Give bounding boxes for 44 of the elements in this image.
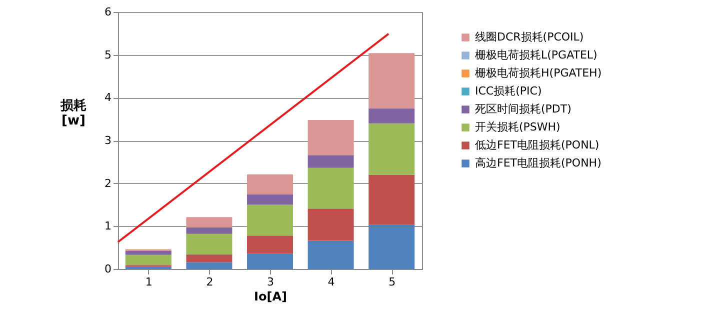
legend-label: ICC损耗(PIC) xyxy=(475,84,542,98)
bar xyxy=(308,208,354,241)
y-tick-label: 4 xyxy=(104,91,112,104)
bar xyxy=(125,254,172,266)
bar xyxy=(247,236,293,254)
bar xyxy=(186,217,232,228)
y-tick-label: 1 xyxy=(104,220,112,233)
legend-label: 栅极电荷损耗H(PGATEH) xyxy=(475,66,602,80)
legend-label: 死区时间损耗(PDT) xyxy=(475,102,572,116)
bar xyxy=(368,224,415,269)
bar xyxy=(368,108,415,124)
y-tick-label: 5 xyxy=(104,48,112,62)
bar xyxy=(247,204,293,236)
bar xyxy=(125,251,172,255)
y-axis-title: 损耗 [w] xyxy=(60,98,86,128)
bar xyxy=(368,174,415,225)
legend-label: 高边FET电阻损耗(PONH) xyxy=(475,156,602,170)
legend-label: 开关损耗(PSWH) xyxy=(475,120,560,134)
bar xyxy=(368,53,415,108)
x-tick-label: 3 xyxy=(267,276,274,288)
y-tick-label: 3 xyxy=(104,134,112,147)
legend-label: 低边FET电阻损耗(PONL) xyxy=(475,138,600,152)
bar xyxy=(247,174,293,194)
bar xyxy=(308,155,354,168)
bar xyxy=(186,227,232,234)
bar xyxy=(308,240,354,269)
bar xyxy=(247,194,293,205)
x-tick-label: 4 xyxy=(328,276,335,288)
x-tick-label: 2 xyxy=(206,276,214,288)
y-tick-label: 6 xyxy=(104,6,112,18)
bar xyxy=(368,123,415,175)
bar xyxy=(247,254,293,269)
bar xyxy=(186,254,232,262)
bar xyxy=(186,234,232,254)
y-tick-label: 2 xyxy=(104,176,112,190)
x-tick-label: 1 xyxy=(145,276,152,288)
bar xyxy=(308,120,354,156)
legend-label: 栅极电荷损耗L(PGATEL) xyxy=(475,48,598,62)
bar xyxy=(186,262,232,269)
bar xyxy=(308,168,354,209)
legend-label: 线圈DCR损耗(PCOIL) xyxy=(475,30,584,44)
x-tick-label: 5 xyxy=(388,276,396,288)
x-axis-title: Io[A] xyxy=(254,290,287,304)
y-tick-label: 0 xyxy=(104,262,112,276)
